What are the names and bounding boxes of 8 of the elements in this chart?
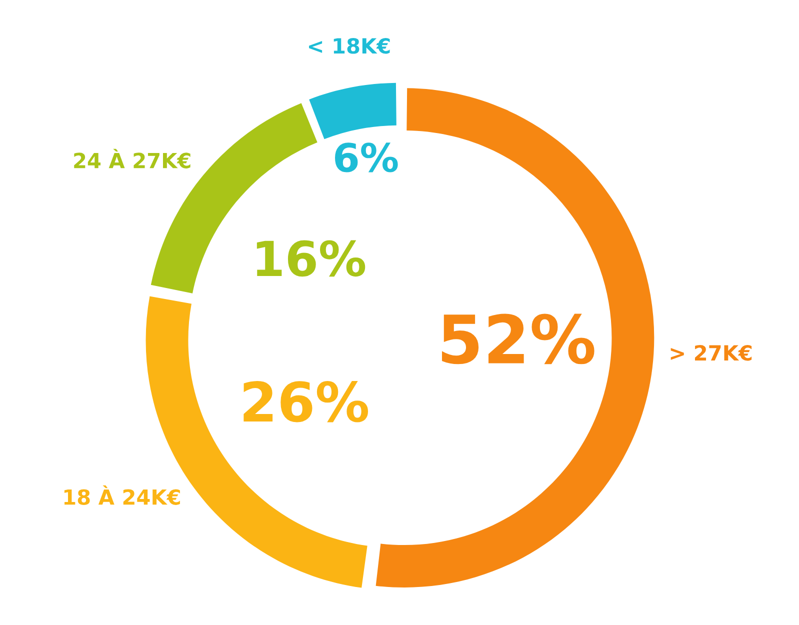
data-label: 6% <box>335 142 398 172</box>
data-label: 26% <box>244 381 368 422</box>
data-label: 16% <box>256 240 366 277</box>
slice-label: 18 À 24K€ <box>64 485 180 505</box>
slice-label: < 18K€ <box>309 38 390 54</box>
slice-label: 24 À 27K€ <box>74 148 190 168</box>
slice-label: > 27K€ <box>670 345 752 361</box>
data-label: 52% <box>442 314 594 364</box>
